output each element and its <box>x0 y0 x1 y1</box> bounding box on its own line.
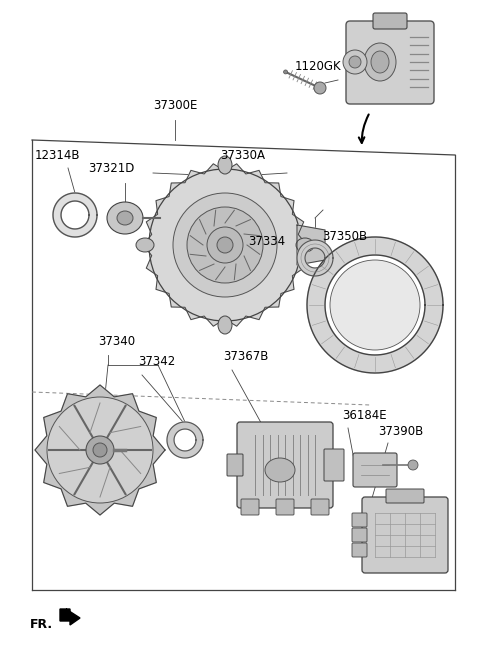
Polygon shape <box>53 193 97 237</box>
FancyBboxPatch shape <box>227 454 243 476</box>
FancyBboxPatch shape <box>353 453 397 487</box>
Text: 37367B: 37367B <box>223 350 268 363</box>
Polygon shape <box>35 385 165 515</box>
Text: 37340: 37340 <box>98 335 135 348</box>
Circle shape <box>149 169 301 321</box>
Text: 37342: 37342 <box>138 355 175 368</box>
Text: 12314B: 12314B <box>35 149 81 162</box>
Ellipse shape <box>364 43 396 81</box>
Ellipse shape <box>296 238 314 252</box>
FancyBboxPatch shape <box>352 513 367 527</box>
FancyBboxPatch shape <box>311 499 329 515</box>
Polygon shape <box>143 164 307 326</box>
FancyBboxPatch shape <box>324 449 344 481</box>
Ellipse shape <box>218 316 232 334</box>
Polygon shape <box>297 240 333 276</box>
Circle shape <box>343 50 367 74</box>
FancyBboxPatch shape <box>237 422 333 508</box>
Text: 37390B: 37390B <box>378 425 423 438</box>
Ellipse shape <box>371 51 389 73</box>
Circle shape <box>330 260 420 350</box>
FancyBboxPatch shape <box>352 528 367 542</box>
Text: 37350B: 37350B <box>322 230 367 243</box>
Ellipse shape <box>136 238 154 252</box>
Circle shape <box>217 237 233 253</box>
Polygon shape <box>60 609 80 625</box>
Text: 1120GK: 1120GK <box>295 60 342 73</box>
Ellipse shape <box>218 156 232 174</box>
Circle shape <box>207 227 243 263</box>
Ellipse shape <box>265 458 295 482</box>
Text: 37330A: 37330A <box>220 149 265 162</box>
Circle shape <box>173 193 277 297</box>
Text: 37300E: 37300E <box>153 99 197 112</box>
Circle shape <box>349 56 361 68</box>
FancyBboxPatch shape <box>346 21 434 104</box>
Circle shape <box>187 207 263 283</box>
Ellipse shape <box>107 202 143 234</box>
Text: 37334: 37334 <box>248 235 285 248</box>
Circle shape <box>284 70 288 74</box>
Text: 36184E: 36184E <box>342 409 386 422</box>
Circle shape <box>47 397 153 503</box>
Polygon shape <box>167 422 203 458</box>
Polygon shape <box>307 237 443 373</box>
Text: FR.: FR. <box>30 619 53 632</box>
FancyBboxPatch shape <box>373 13 407 29</box>
Circle shape <box>314 82 326 94</box>
Circle shape <box>93 443 107 457</box>
FancyBboxPatch shape <box>352 543 367 557</box>
Polygon shape <box>297 225 325 265</box>
FancyBboxPatch shape <box>362 497 448 573</box>
FancyBboxPatch shape <box>386 489 424 503</box>
Circle shape <box>86 436 114 464</box>
FancyBboxPatch shape <box>276 499 294 515</box>
Circle shape <box>408 460 418 470</box>
FancyBboxPatch shape <box>241 499 259 515</box>
Ellipse shape <box>117 211 133 225</box>
Text: 37321D: 37321D <box>88 162 134 175</box>
